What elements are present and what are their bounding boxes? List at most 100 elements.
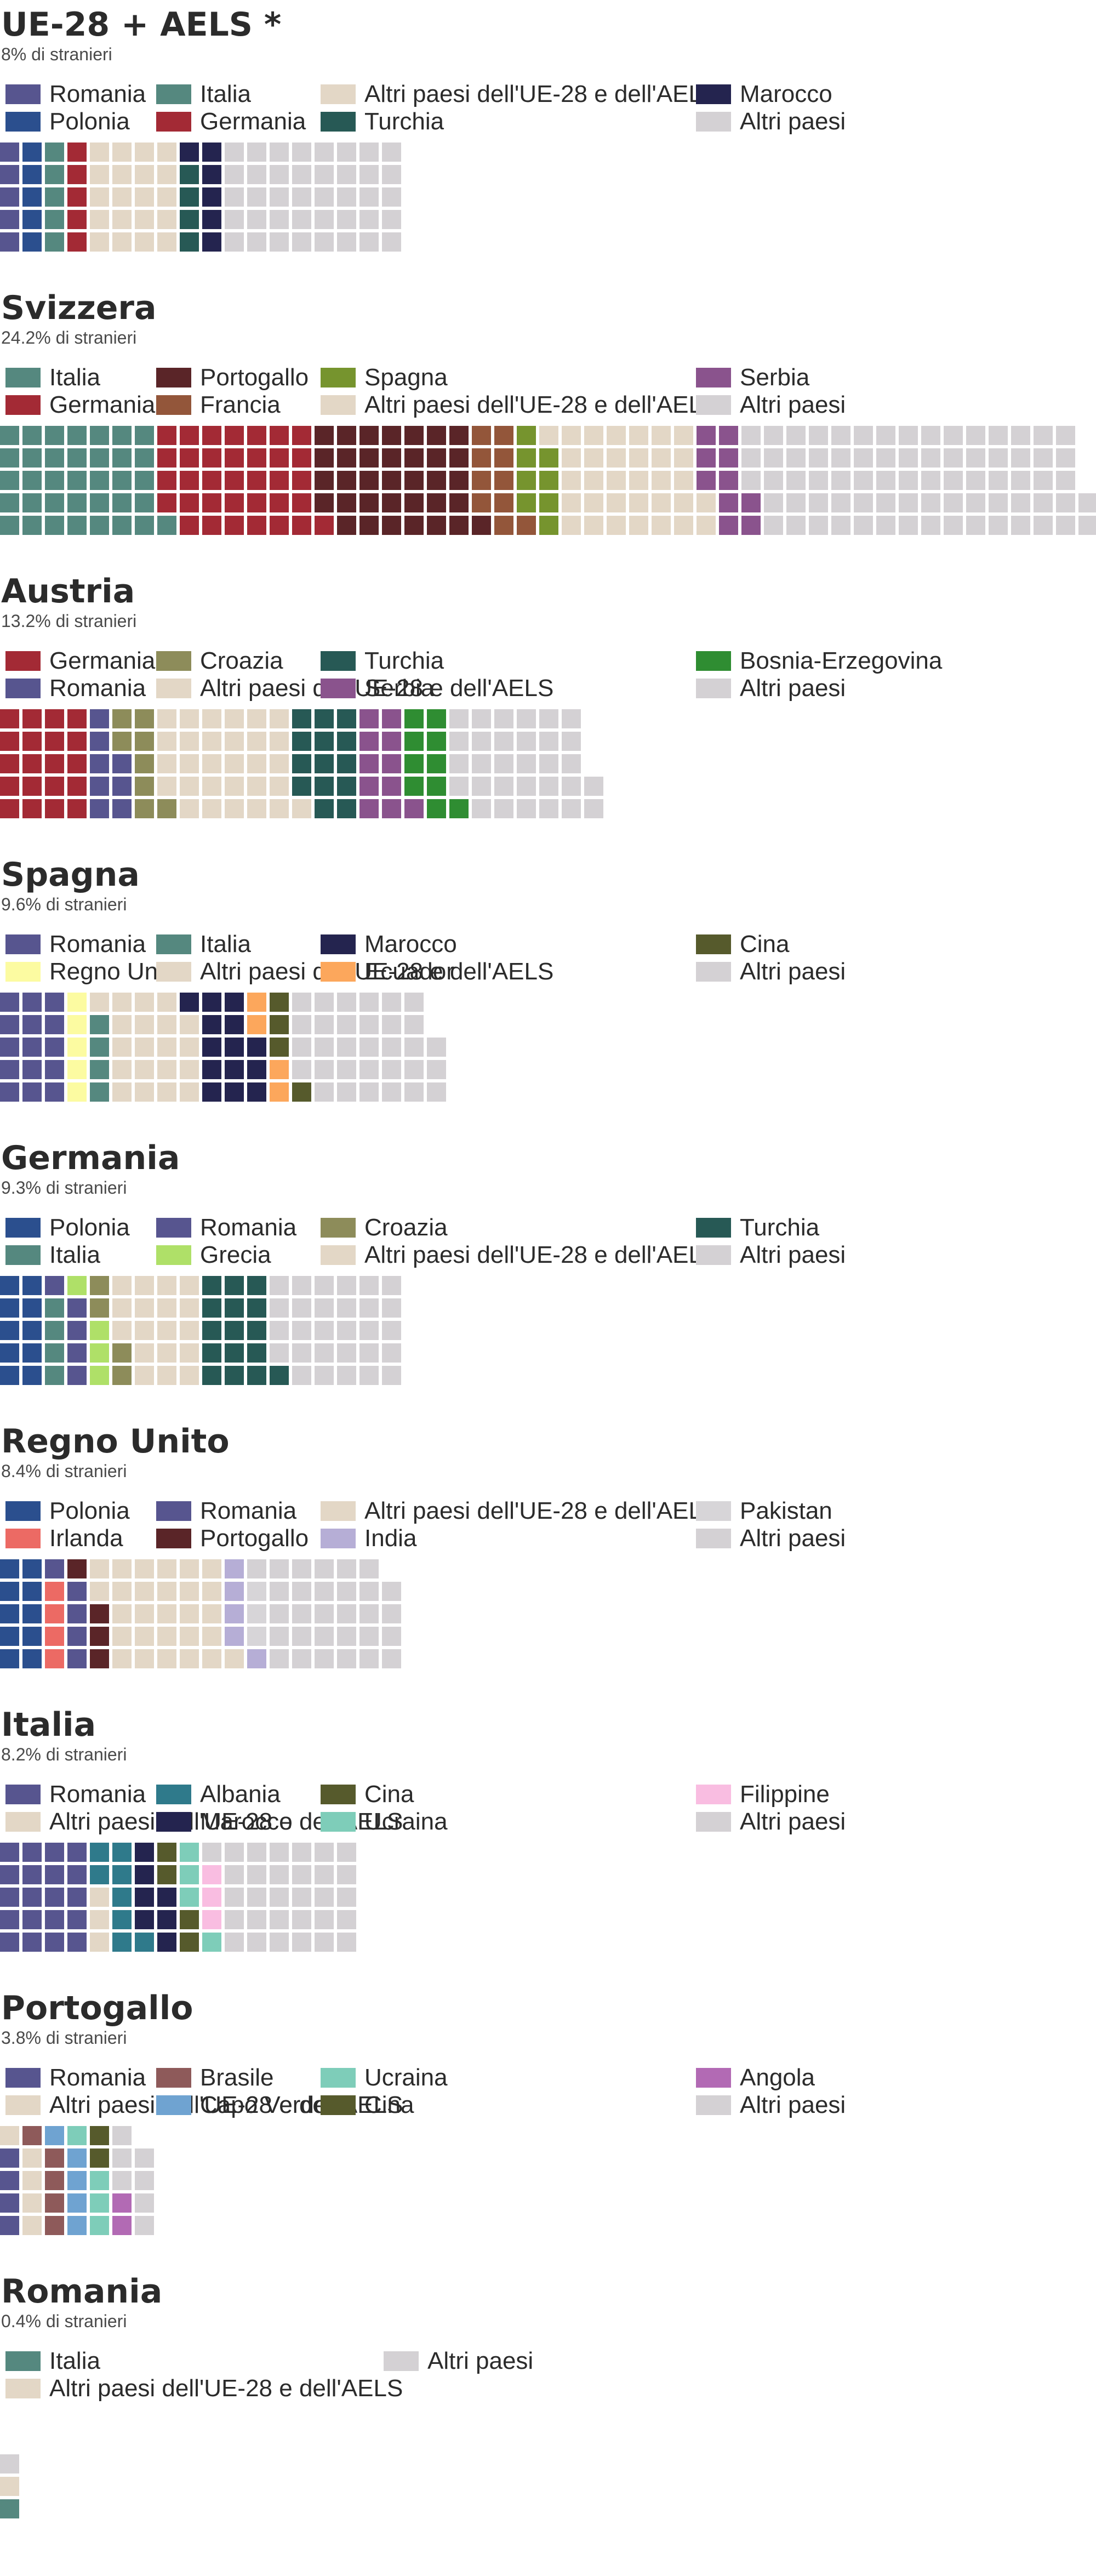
waffle-square — [337, 777, 356, 796]
legend-swatch — [321, 84, 356, 104]
legend-swatch — [5, 395, 41, 415]
legend-item: Marocco — [696, 81, 832, 108]
waffle-square — [157, 1604, 176, 1623]
waffle-square — [225, 1082, 244, 1102]
panel-subtitle: 24.2% di stranieri — [1, 328, 137, 347]
legend-label: Romania — [200, 1497, 297, 1524]
waffle-square — [427, 799, 446, 818]
panel-title: Austria — [1, 572, 135, 611]
waffle-square — [112, 232, 132, 252]
waffle-square — [67, 1015, 87, 1034]
waffle-square — [22, 1038, 42, 1057]
waffle-square — [270, 232, 289, 252]
waffle-square — [0, 1843, 19, 1862]
waffle-square — [67, 1843, 87, 1862]
waffle-square — [90, 993, 109, 1012]
waffle-square — [270, 1015, 289, 1034]
legend-item: Cina — [321, 2091, 414, 2119]
waffle-square — [67, 1366, 87, 1385]
waffle-square — [315, 709, 334, 728]
waffle-square — [22, 493, 42, 512]
waffle-square — [1011, 471, 1030, 490]
waffle-square — [315, 993, 334, 1012]
legend-label: Romania — [49, 675, 146, 702]
waffle-square — [45, 709, 64, 728]
waffle-square — [22, 1343, 42, 1363]
waffle-square — [382, 1082, 401, 1102]
waffle-square — [90, 709, 109, 728]
waffle-square — [202, 1933, 221, 1952]
waffle-square — [45, 1298, 64, 1318]
waffle-square — [135, 1038, 154, 1057]
waffle-square — [359, 754, 379, 773]
legend-item: Altri paesi — [696, 1525, 846, 1552]
waffle-square — [22, 143, 42, 162]
waffle-square — [652, 516, 671, 535]
waffle-square — [449, 471, 469, 490]
legend-label: Polonia — [49, 1497, 130, 1524]
waffle-square — [157, 516, 176, 535]
waffle-square — [315, 1604, 334, 1623]
waffle-square — [45, 2148, 64, 2168]
waffle-square — [315, 1933, 334, 1952]
legend-item: Filippine — [696, 1781, 830, 1808]
legend-swatch — [156, 1812, 191, 1832]
legend-label: Germania — [49, 647, 156, 674]
waffle-square — [382, 516, 401, 535]
waffle-square — [22, 1015, 42, 1034]
waffle-square — [270, 1559, 289, 1578]
waffle-square — [247, 210, 266, 229]
waffle-square — [90, 1888, 109, 1907]
waffle-square — [270, 1060, 289, 1079]
waffle-square — [427, 471, 446, 490]
waffle-square — [225, 165, 244, 184]
waffle-square — [0, 2126, 19, 2145]
waffle-square — [674, 426, 693, 445]
waffle-square — [1034, 448, 1053, 468]
waffle-square — [225, 493, 244, 512]
waffle-square — [315, 1910, 334, 1929]
waffle-square — [315, 1015, 334, 1034]
waffle-square — [45, 2193, 64, 2213]
waffle-square — [315, 1627, 334, 1646]
waffle-square — [135, 1343, 154, 1363]
waffle-square — [831, 426, 850, 445]
waffle-square — [45, 1649, 64, 1668]
legend-item: Bosnia-Erzegovina — [696, 647, 942, 675]
waffle-square — [449, 732, 469, 751]
legend-label: Cina — [740, 931, 790, 958]
waffle-square — [112, 2216, 132, 2235]
waffle-square — [247, 799, 266, 818]
waffle-square — [382, 471, 401, 490]
waffle-square — [494, 754, 513, 773]
waffle-square — [517, 426, 536, 445]
waffle-square — [135, 493, 154, 512]
waffle-square — [652, 471, 671, 490]
waffle-square — [562, 754, 581, 773]
waffle-panel: Portogallo 3.8% di stranieri Romania Altri … — [0, 1989, 1096, 2269]
legend-label: Polonia — [49, 1214, 130, 1241]
waffle-square — [225, 1321, 244, 1340]
waffle-square — [180, 1366, 199, 1385]
waffle-square — [854, 493, 873, 512]
legend-label: Turchia — [364, 108, 444, 135]
waffle-panel: Spagna 9.6% di stranieri Romania Regno Unit… — [0, 856, 1096, 1135]
waffle-square — [67, 1627, 87, 1646]
legend-label: Capo Verde — [200, 2091, 328, 2118]
waffle-grid — [0, 993, 446, 1102]
waffle-square — [135, 187, 154, 207]
waffle-square — [966, 471, 985, 490]
legend-item: Romania — [5, 1781, 146, 1808]
waffle-square — [180, 1888, 199, 1907]
waffle-square — [921, 493, 940, 512]
waffle-square — [786, 493, 806, 512]
waffle-square — [202, 232, 221, 252]
waffle-square — [741, 471, 761, 490]
waffle-square — [202, 210, 221, 229]
waffle-square — [225, 732, 244, 751]
legend-label: Germania — [200, 108, 306, 135]
legend-swatch — [156, 1785, 191, 1804]
waffle-square — [180, 1865, 199, 1884]
waffle-square — [337, 1060, 356, 1079]
